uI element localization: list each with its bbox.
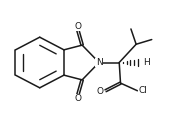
Text: O: O — [97, 87, 104, 96]
Text: O: O — [74, 94, 81, 103]
Text: O: O — [74, 22, 81, 31]
Text: H: H — [143, 58, 149, 67]
Text: Cl: Cl — [139, 86, 148, 95]
Text: N: N — [96, 58, 102, 67]
